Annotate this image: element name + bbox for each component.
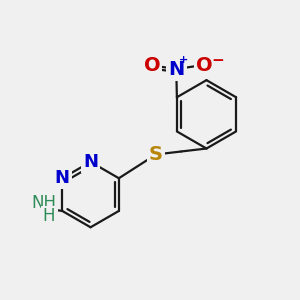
Text: O: O <box>196 56 212 75</box>
Text: N: N <box>168 59 184 79</box>
Text: S: S <box>149 145 163 164</box>
Text: +: + <box>179 55 188 65</box>
Text: N: N <box>83 153 98 171</box>
Text: −: − <box>212 52 224 68</box>
Text: O: O <box>144 56 160 75</box>
Text: H: H <box>43 207 55 225</box>
Text: NH: NH <box>31 194 56 212</box>
Text: N: N <box>55 169 70 187</box>
